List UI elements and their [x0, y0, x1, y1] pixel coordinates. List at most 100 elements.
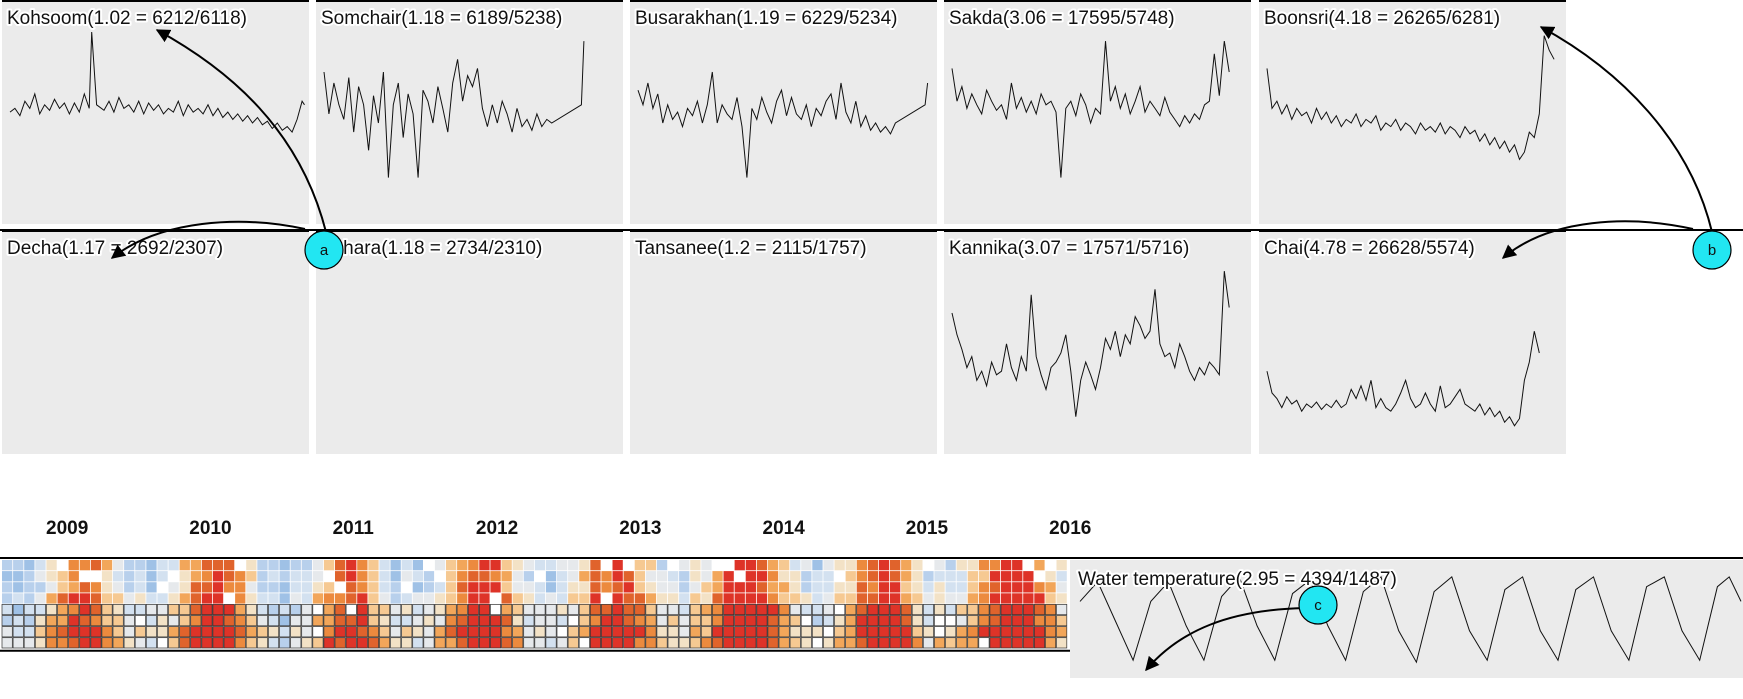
heatmap-cell [146, 571, 157, 582]
heatmap-cell [1045, 582, 1056, 593]
heatmap-cell [623, 593, 634, 604]
heatmap-cell [1012, 571, 1023, 582]
heatmap-cell [767, 626, 779, 638]
heatmap-cell [401, 604, 413, 616]
heatmap-cell [1000, 604, 1012, 616]
heatmap-cell [734, 615, 746, 627]
heatmap-cell [889, 637, 901, 649]
heatmap-cell [1001, 571, 1012, 582]
heatmap-cell [623, 604, 635, 616]
heatmap-cell [490, 637, 502, 649]
heatmap-cell [479, 560, 490, 571]
heatmap-cell [912, 593, 923, 604]
heatmap-cell [146, 582, 157, 593]
panel-tansanee: Tansanee(1.2 = 2115/1757) [630, 230, 937, 454]
heatmap-cell [401, 593, 412, 604]
heatmap-cell [235, 582, 246, 593]
heatmap-cell [135, 582, 146, 593]
heatmap-cell [390, 615, 402, 627]
heatmap-cell [845, 593, 856, 604]
heatmap-cell [412, 593, 423, 604]
heatmap-cell [778, 637, 790, 649]
heatmap-cell [545, 615, 557, 627]
heatmap-cell [223, 637, 235, 649]
heatmap-cell [901, 582, 912, 593]
heatmap-cell [124, 593, 135, 604]
heatmap-cell [779, 560, 790, 571]
heatmap-cell [390, 582, 401, 593]
heatmap-cell [745, 571, 756, 582]
heatmap-cell [290, 593, 301, 604]
heatmap-cell [557, 571, 568, 582]
heatmap-cell [601, 626, 613, 638]
heatmap-cell [13, 560, 24, 571]
heatmap-cell [501, 571, 512, 582]
heatmap-cell [1000, 637, 1012, 649]
heatmap-cell [201, 560, 213, 571]
heatmap-cell [57, 637, 69, 649]
heatmap-cell [800, 615, 812, 627]
heatmap-cell [478, 615, 490, 627]
heatmap-cell [434, 571, 446, 582]
heatmap-cell [578, 604, 590, 616]
panel-achara: Achara(1.18 = 2734/2310) [316, 230, 623, 454]
heatmap-cell [601, 604, 613, 616]
heatmap-cell [268, 560, 279, 571]
heatmap-cell [490, 615, 502, 627]
heatmap-cell [368, 571, 379, 582]
heatmap-cell [945, 593, 956, 604]
heatmap-cell [634, 560, 645, 571]
heatmap-cell [1011, 615, 1023, 627]
annotation-circle [1298, 585, 1338, 625]
panel-background [630, 232, 937, 454]
heatmap-cell [501, 626, 513, 638]
heatmap-cell [545, 604, 557, 616]
heatmap-cell [867, 582, 879, 593]
heatmap-cell [2, 560, 13, 571]
heatmap-cell [201, 582, 213, 593]
heatmap-cell [490, 604, 502, 616]
heatmap-cell [978, 626, 990, 638]
heatmap-cell [1056, 604, 1068, 616]
heatmap-cell [279, 637, 291, 649]
heatmap-cell [823, 626, 835, 638]
heatmap-cell [345, 626, 357, 638]
heatmap-cell [856, 582, 867, 593]
heatmap-cell [68, 637, 80, 649]
heatmap-cell [335, 593, 346, 604]
heatmap-cell [90, 582, 102, 593]
heatmap-cell [601, 637, 613, 649]
heatmap-cell [634, 571, 645, 582]
heatmap-cell [689, 626, 701, 638]
heatmap-cell [745, 604, 757, 616]
heatmap-cell [701, 593, 712, 604]
heatmap-cell [279, 582, 290, 593]
heatmap-cell [812, 571, 823, 582]
heatmap-cell [878, 604, 890, 616]
heatmap-cell [856, 560, 867, 571]
heatmap-cell [967, 615, 979, 627]
heatmap-cell [334, 615, 346, 627]
heatmap-cell [34, 637, 46, 649]
heatmap-cell [545, 582, 557, 593]
heatmap-cell [778, 626, 790, 638]
heatmap-cell [423, 571, 435, 582]
heatmap-cell [623, 560, 634, 571]
heatmap-cell [668, 571, 679, 582]
heatmap-cell [35, 582, 46, 593]
heatmap-cell [112, 637, 124, 649]
heatmap-cell [79, 626, 91, 638]
heatmap-cell [911, 615, 923, 627]
heatmap-cell [878, 615, 890, 627]
heatmap-cell [912, 560, 923, 571]
heatmap-cell [390, 637, 402, 649]
heatmap-cell [101, 582, 113, 593]
heatmap-cell [612, 637, 624, 649]
heatmap-cell [645, 637, 657, 649]
heatmap-cell [523, 571, 534, 582]
heatmap-cell [68, 593, 79, 604]
heatmap-cell [168, 626, 180, 638]
heatmap-cell [890, 593, 901, 604]
heatmap-cell [989, 571, 1001, 582]
heatmap-cell [312, 615, 324, 627]
